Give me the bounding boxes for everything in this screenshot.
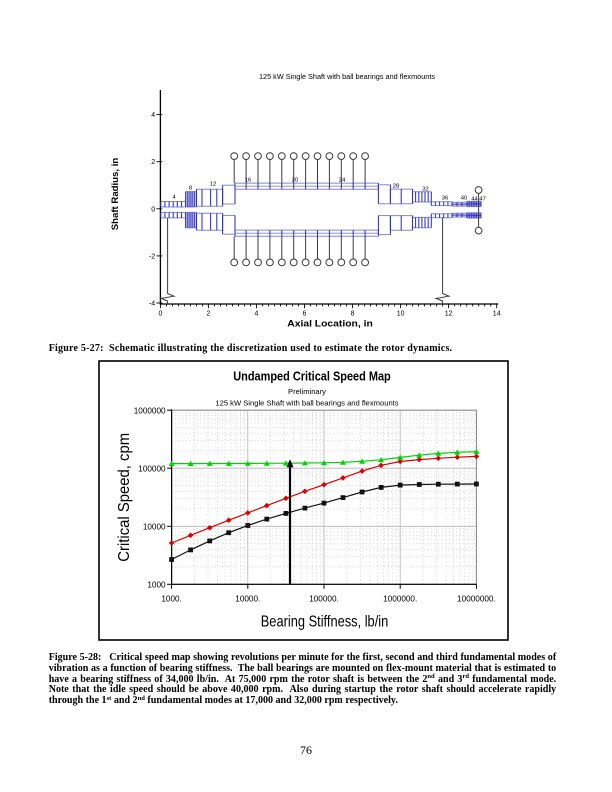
svg-text:12: 12	[445, 311, 453, 318]
svg-text:4: 4	[255, 311, 259, 318]
svg-text:12: 12	[210, 181, 217, 187]
svg-text:8: 8	[189, 185, 193, 191]
svg-text:Undamped Critical Speed Map: Undamped Critical Speed Map	[233, 369, 391, 384]
svg-text:44: 44	[471, 197, 478, 203]
svg-text:32: 32	[422, 186, 429, 192]
svg-text:1000000: 1000000	[134, 407, 166, 416]
svg-text:125 kW Single Shaft with ball: 125 kW Single Shaft with ball bearings a…	[215, 398, 398, 407]
svg-text:47: 47	[479, 197, 486, 203]
svg-text:-4: -4	[149, 301, 155, 308]
svg-text:Preliminary: Preliminary	[288, 387, 326, 396]
svg-text:1000: 1000	[147, 581, 166, 590]
svg-text:Bearing Stiffness, lb/in: Bearing Stiffness, lb/in	[261, 613, 389, 630]
svg-text:28: 28	[393, 183, 400, 189]
svg-text:24: 24	[339, 178, 346, 184]
svg-text:10: 10	[397, 311, 405, 318]
svg-text:36: 36	[442, 196, 449, 202]
svg-text:16: 16	[245, 178, 252, 184]
svg-text:8: 8	[351, 311, 355, 318]
svg-text:10000.: 10000.	[235, 595, 260, 604]
svg-text:0: 0	[151, 206, 155, 213]
svg-text:14: 14	[493, 311, 501, 318]
svg-text:Axial Location, in: Axial Location, in	[287, 319, 373, 329]
svg-text:10000: 10000	[143, 523, 166, 532]
svg-text:20: 20	[292, 178, 299, 184]
svg-text:10000000.: 10000000.	[457, 595, 496, 604]
svg-text:2: 2	[151, 159, 155, 166]
svg-text:1000.: 1000.	[161, 595, 182, 604]
svg-text:-2: -2	[149, 253, 155, 260]
svg-text:4: 4	[151, 112, 155, 119]
svg-text:Critical Speed, cpm: Critical Speed, cpm	[116, 433, 133, 562]
svg-text:2: 2	[206, 311, 210, 318]
svg-text:100000: 100000	[138, 465, 166, 474]
svg-text:100000.: 100000.	[309, 595, 339, 604]
svg-text:125 kW Single Shaft with ball: 125 kW Single Shaft with ball bearings a…	[259, 72, 435, 81]
svg-text:6: 6	[303, 311, 307, 318]
svg-text:Shaft Radius, in: Shaft Radius, in	[110, 158, 120, 231]
svg-text:0: 0	[158, 311, 162, 318]
svg-text:40: 40	[461, 196, 468, 202]
svg-text:1000000.: 1000000.	[383, 595, 417, 604]
svg-text:4: 4	[172, 194, 176, 200]
